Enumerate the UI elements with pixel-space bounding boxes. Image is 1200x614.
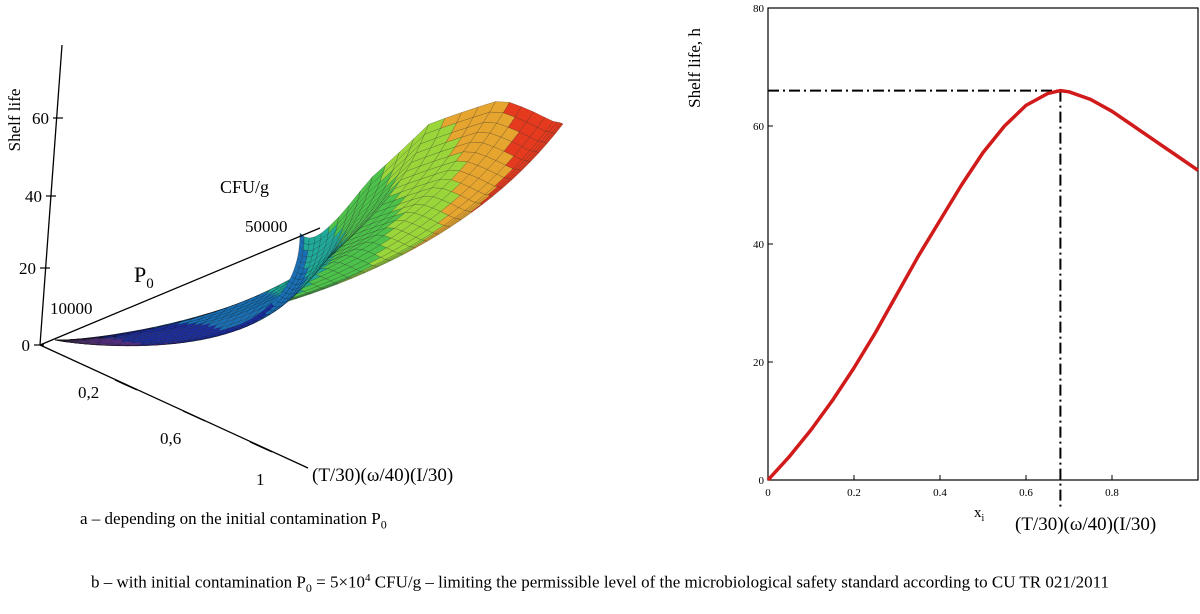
- z-tick-label: 20: [19, 259, 36, 278]
- y-tick-label: 60: [753, 121, 765, 133]
- x-tick-label: 0,2: [78, 383, 99, 402]
- caption-b-sup: 4: [365, 572, 371, 584]
- x-axis-expr-label: (T/30)(ω/40)(I/30): [1015, 514, 1156, 535]
- x-tick: [182, 410, 206, 422]
- surface-plot: 0 20 40 60 0,2 0,6 1 Shelf life CFU/g 50000 1…: [5, 44, 564, 489]
- x-tick-label: 0.2: [847, 487, 861, 499]
- x-tick-label: 0.6: [1019, 487, 1033, 499]
- plot-frame: [767, 7, 1199, 481]
- x-tick: [114, 379, 138, 391]
- z-tick-label: 0: [22, 336, 31, 355]
- x-tick: [249, 441, 273, 453]
- x-tick-group: 0,2 0,6 1: [78, 379, 273, 489]
- p-axis-label-sub: 0: [146, 276, 154, 292]
- p-unit-label: CFU/g: [220, 177, 269, 197]
- z-tick-label: 60: [32, 109, 49, 128]
- x-tick-label: 0: [765, 487, 771, 499]
- y-tick-label: 20: [753, 357, 765, 369]
- p-tick-label-10000: 10000: [50, 299, 93, 318]
- caption-b-sub: 0: [305, 581, 312, 596]
- y-axis-label: Shelf life, h: [685, 28, 704, 108]
- caption-b: b – with initial contamination P0 = 5×10…: [91, 572, 1109, 596]
- y-tick-label: 40: [753, 239, 765, 251]
- x-tick-label: 0.4: [933, 487, 947, 499]
- x-axis-var-label: xi: [974, 505, 985, 524]
- z-tick-group: 0 20 40 60: [19, 109, 63, 355]
- x-tick-label: 0,6: [160, 429, 181, 448]
- caption-a-sub: 0: [380, 517, 387, 532]
- surface-cell: [553, 123, 564, 135]
- p-axis-line: [39, 227, 321, 346]
- p-tick-label-50000: 50000: [245, 217, 288, 236]
- x-axis-label: (T/30)(ω/40)(I/30): [312, 465, 453, 486]
- z-axis-line: [39, 44, 63, 346]
- p-axis-label: P0: [134, 262, 154, 292]
- y-tick-label: 0: [759, 475, 765, 487]
- x-axis-var-sub: i: [982, 513, 985, 524]
- surface-mesh: [54, 101, 564, 347]
- z-tick-label: 40: [25, 187, 42, 206]
- x-tick-label: 0.8: [1105, 487, 1119, 499]
- tick-group: 0 0.2 0.4 0.6 0.8 0 20 40 60 80: [753, 3, 1119, 499]
- caption-a: a – depending on the initial contaminati…: [80, 509, 387, 532]
- series-line-shelf-life: [766, 88, 1199, 482]
- z-axis-label: Shelf life: [5, 89, 24, 152]
- y-tick-label: 80: [753, 3, 765, 15]
- x-tick-label: 1: [256, 470, 265, 489]
